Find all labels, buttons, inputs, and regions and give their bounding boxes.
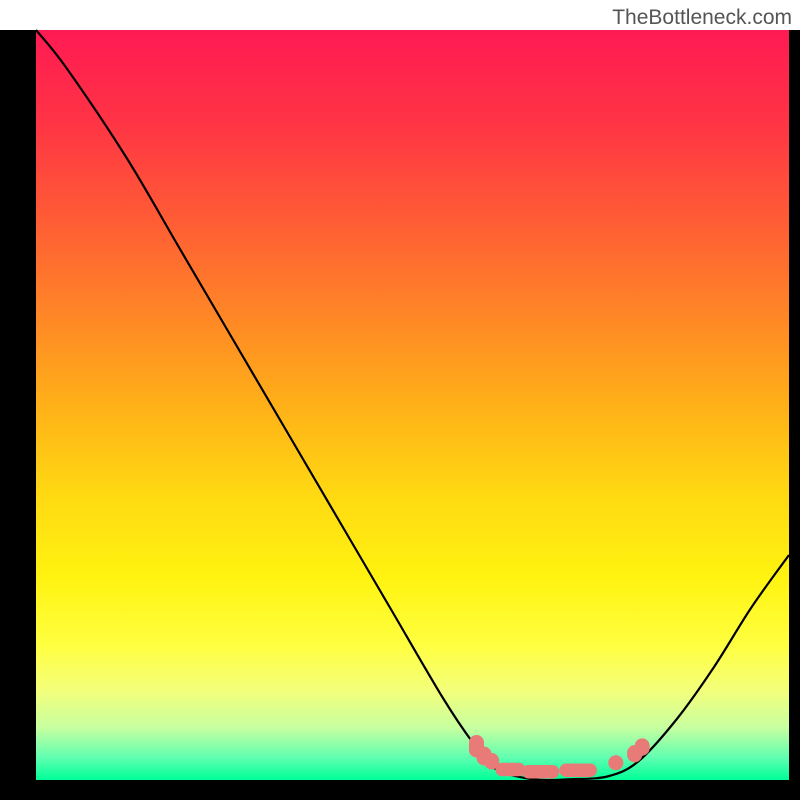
marker bbox=[608, 755, 623, 770]
marker bbox=[559, 764, 597, 778]
marker bbox=[635, 738, 650, 755]
chart-svg bbox=[0, 0, 800, 800]
plot-background bbox=[36, 30, 789, 780]
marker bbox=[522, 765, 560, 779]
marker bbox=[495, 763, 525, 777]
bottleneck-chart: TheBottleneck.com bbox=[0, 0, 800, 800]
attribution-label: TheBottleneck.com bbox=[612, 6, 792, 30]
